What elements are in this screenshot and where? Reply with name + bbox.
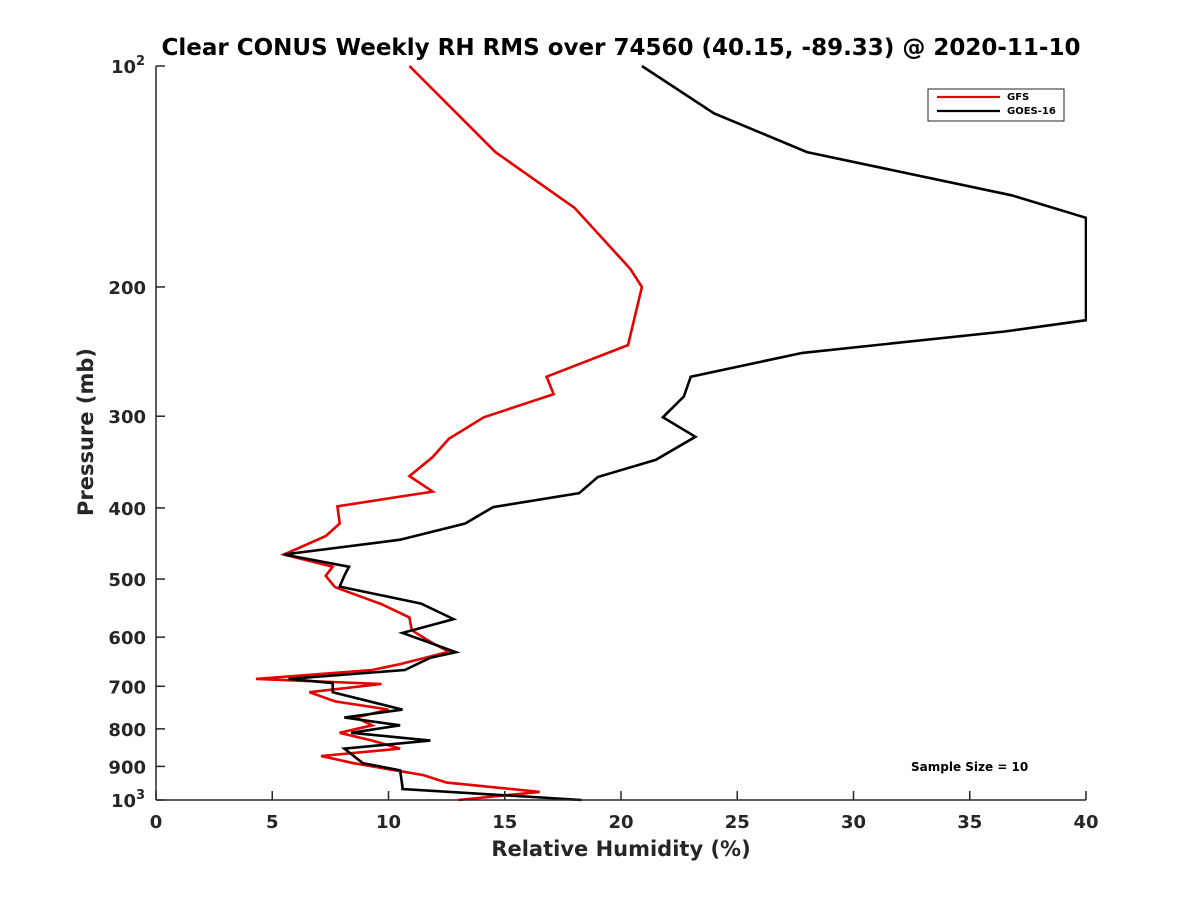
y-tick-label: 300 xyxy=(108,407,146,428)
plot-series xyxy=(255,64,1088,802)
y-tick-label: 200 xyxy=(108,278,146,299)
x-tick-label: 15 xyxy=(492,812,517,833)
y-tick-exponent: 3 xyxy=(136,788,145,803)
y-axis-label: Pressure (mb) xyxy=(74,348,98,516)
chart-title: Clear CONUS Weekly RH RMS over 74560 (40… xyxy=(162,35,1081,61)
x-tick-label: 0 xyxy=(150,812,163,833)
y-tick-label: 10 xyxy=(111,57,136,78)
series-line-gfs xyxy=(255,65,644,802)
legend-box xyxy=(927,88,1065,122)
y-tick-label: 700 xyxy=(108,677,146,698)
legend: GFS GOES-16 xyxy=(927,88,1065,122)
y-tick-label: 400 xyxy=(108,499,146,520)
y-tick-label: 800 xyxy=(108,720,146,741)
x-tick-label: 35 xyxy=(957,812,982,833)
sample-size-annotation: Sample Size = 10 xyxy=(911,760,1028,774)
x-tick-label: 40 xyxy=(1073,812,1098,833)
y-tick-label: 900 xyxy=(108,757,146,778)
legend-label-goes16: GOES-16 xyxy=(1007,106,1056,117)
x-tick-label: 5 xyxy=(266,812,279,833)
y-tick-label: 10 xyxy=(111,791,136,812)
plot-area-mask-right xyxy=(1087,40,1200,820)
x-tick-label: 30 xyxy=(841,812,866,833)
x-tick-label: 25 xyxy=(725,812,750,833)
x-tick-label: 20 xyxy=(608,812,633,833)
y-tick-label: 600 xyxy=(108,628,146,649)
x-axis-label: Relative Humidity (%) xyxy=(491,837,750,861)
legend-label-gfs: GFS xyxy=(1007,92,1029,103)
x-tick-label: 10 xyxy=(376,812,401,833)
series-line-goes16 xyxy=(283,64,1088,802)
y-tick-exponent: 2 xyxy=(136,54,145,69)
y-tick-label: 500 xyxy=(108,570,146,591)
